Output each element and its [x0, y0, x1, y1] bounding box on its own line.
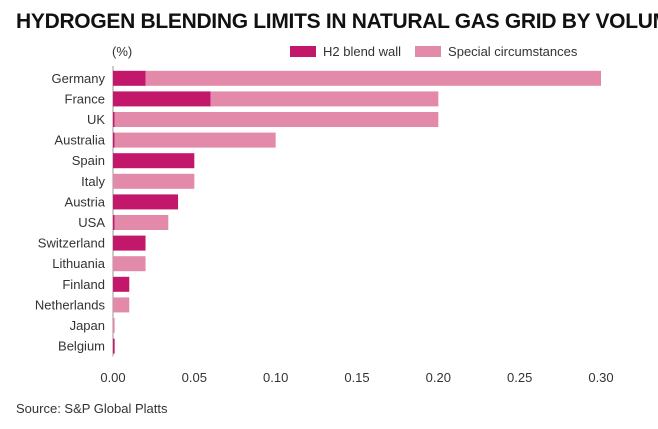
bar-special	[114, 132, 276, 148]
bar-special	[113, 318, 115, 333]
bar-special	[145, 70, 602, 86]
bar-blend-wall	[113, 132, 115, 148]
legend-item-special: Special circumstances	[415, 44, 577, 59]
category-label: Austria	[65, 194, 106, 209]
bar-blend-wall	[113, 338, 115, 354]
unit-label: (%)	[112, 44, 133, 59]
bar-special	[113, 173, 195, 189]
bar-blend-wall	[113, 215, 115, 230]
category-label: USA	[78, 215, 105, 230]
legend-item-blend-wall: H2 blend wall	[290, 44, 401, 59]
category-label: Germany	[52, 71, 106, 86]
category-label: Australia	[54, 133, 105, 148]
bar-blend-wall	[113, 235, 146, 251]
bar-blend-wall	[113, 112, 115, 127]
bar-blend-wall	[113, 153, 195, 169]
category-label: Italy	[81, 174, 105, 189]
legend-label-blend-wall: H2 blend wall	[323, 44, 402, 59]
source-note: Source: S&P Global Platts	[16, 401, 168, 416]
category-label: Lithuania	[52, 256, 106, 271]
bar-special	[114, 112, 439, 127]
bar-special	[113, 297, 130, 313]
category-label: Finland	[62, 277, 105, 292]
category-label: Netherlands	[35, 297, 106, 312]
legend: H2 blend wall Special circumstances	[290, 44, 591, 59]
bar-blend-wall	[113, 276, 130, 292]
legend-label-special: Special circumstances	[448, 44, 578, 59]
category-label: Spain	[72, 153, 105, 168]
x-tick-label: 0.30	[588, 370, 613, 385]
bar-special	[113, 256, 146, 272]
category-label: France	[65, 91, 105, 106]
x-tick-label: 0.05	[182, 370, 207, 385]
bar-special	[114, 215, 169, 230]
category-label: UK	[87, 112, 105, 127]
x-tick-label: 0.20	[426, 370, 451, 385]
bar-blend-wall	[113, 70, 146, 86]
x-tick-label: 0.25	[507, 370, 532, 385]
category-label: Switzerland	[38, 236, 105, 251]
bar-special	[210, 91, 439, 107]
x-tick-label: 0.10	[263, 370, 288, 385]
category-label: Belgium	[58, 339, 105, 354]
x-tick-label: 0.15	[344, 370, 369, 385]
legend-swatch-special	[415, 46, 442, 57]
bar-chart: Germany France UK Australia Spain Italy Austri…	[35, 66, 614, 385]
category-label: Japan	[70, 318, 105, 333]
chart-title: HYDROGEN BLENDING LIMITS IN NATURAL GAS …	[16, 10, 658, 33]
legend-swatch-blend-wall	[290, 46, 316, 57]
x-tick-label: 0.00	[100, 370, 125, 385]
bar-blend-wall	[113, 91, 211, 107]
bar-blend-wall	[113, 194, 179, 210]
